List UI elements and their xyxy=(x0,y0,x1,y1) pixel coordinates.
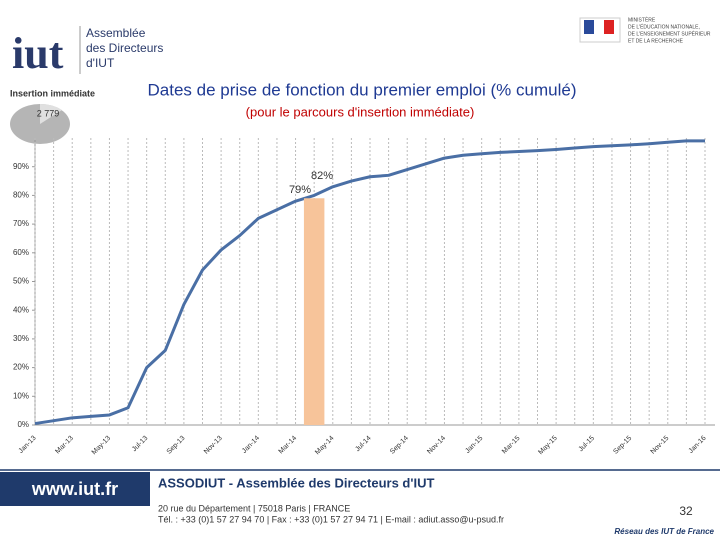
x-tick-label: May-13 xyxy=(91,435,113,457)
y-tick-label: 80% xyxy=(13,191,29,200)
x-tick-label: Jan-13 xyxy=(18,435,38,455)
x-tick-label: Jul-14 xyxy=(354,435,373,454)
section-label: Insertion immédiate xyxy=(10,88,95,98)
chart-subtitle: (pour le parcours d'insertion immédiate) xyxy=(246,104,475,119)
flag-red xyxy=(604,20,614,34)
website: www.iut.fr xyxy=(31,479,118,499)
x-tick-label: May-14 xyxy=(314,435,336,457)
pie-label: 2 779 xyxy=(37,108,60,118)
x-tick-label: Jan-16 xyxy=(688,435,708,455)
chart-title: Dates de prise de fonction du premier em… xyxy=(148,80,577,99)
x-tick-label: Jan-14 xyxy=(241,435,261,455)
y-tick-label: 70% xyxy=(13,219,29,228)
footer-box xyxy=(0,472,150,506)
footer-org: ASSODIUT - Assemblée des Directeurs d'IU… xyxy=(158,475,434,490)
annotation: 79% xyxy=(289,184,311,196)
flag-blue xyxy=(584,20,594,34)
footer-network: Réseau des IUT de France xyxy=(614,527,714,536)
x-tick-label: Sep-14 xyxy=(389,435,410,456)
plot: 0% 10% 20% 30% 40% 50% 60% 70% 80% 90% Jan-13 Mar-1… xyxy=(13,138,715,456)
y-tick-label: 30% xyxy=(13,334,29,343)
y-tick-label: 10% xyxy=(13,391,29,400)
logo-text: des Directeurs xyxy=(86,41,163,55)
y-tick-label: 50% xyxy=(13,277,29,286)
footer-address: 20 rue du Département | 75018 Paris | FR… xyxy=(158,503,350,513)
highlight-bar xyxy=(303,198,325,425)
x-tick-label: Jul-13 xyxy=(131,435,150,454)
x-tick-label: Jan-15 xyxy=(464,435,484,455)
x-tick-label: May-15 xyxy=(537,435,559,457)
y-tick-label: 40% xyxy=(13,305,29,314)
x-tick-label: Nov-14 xyxy=(426,435,447,456)
y-tick-label: 0% xyxy=(17,420,29,429)
x-tick-label: Mar-14 xyxy=(278,435,299,456)
ministry-text: DE L'ENSEIGNEMENT SUPÉRIEUR xyxy=(628,30,711,37)
annotation: 82% xyxy=(311,170,333,182)
ministry-text: DE L'ÉDUCATION NATIONALE, xyxy=(628,23,700,30)
x-tick-label: Jul-15 xyxy=(578,435,597,454)
logo: iut xyxy=(12,29,64,78)
x-tick-label: Nov-15 xyxy=(650,435,671,456)
x-tick-label: Sep-15 xyxy=(612,435,633,456)
logo-text: d'IUT xyxy=(86,56,115,70)
page-number: 32 xyxy=(679,504,693,518)
x-tick-label: Nov-13 xyxy=(203,435,224,456)
logo-text: Assemblée xyxy=(86,26,146,40)
y-tick-label: 90% xyxy=(13,162,29,171)
pie-slice xyxy=(40,103,62,124)
x-tick-label: Mar-13 xyxy=(54,435,75,456)
cumulative-line xyxy=(34,139,705,426)
ministry-text: ET DE LA RECHERCHE xyxy=(628,38,684,44)
ministry-text: MINISTÈRE xyxy=(628,16,656,23)
x-tick-label: Sep-13 xyxy=(166,435,187,456)
x-tick-label: Mar-15 xyxy=(501,435,522,456)
footer-contact: Tél. : +33 (0)1 57 27 94 70 | Fax : +33 … xyxy=(158,514,504,524)
y-tick-label: 20% xyxy=(13,363,29,372)
y-tick-label: 60% xyxy=(13,248,29,257)
